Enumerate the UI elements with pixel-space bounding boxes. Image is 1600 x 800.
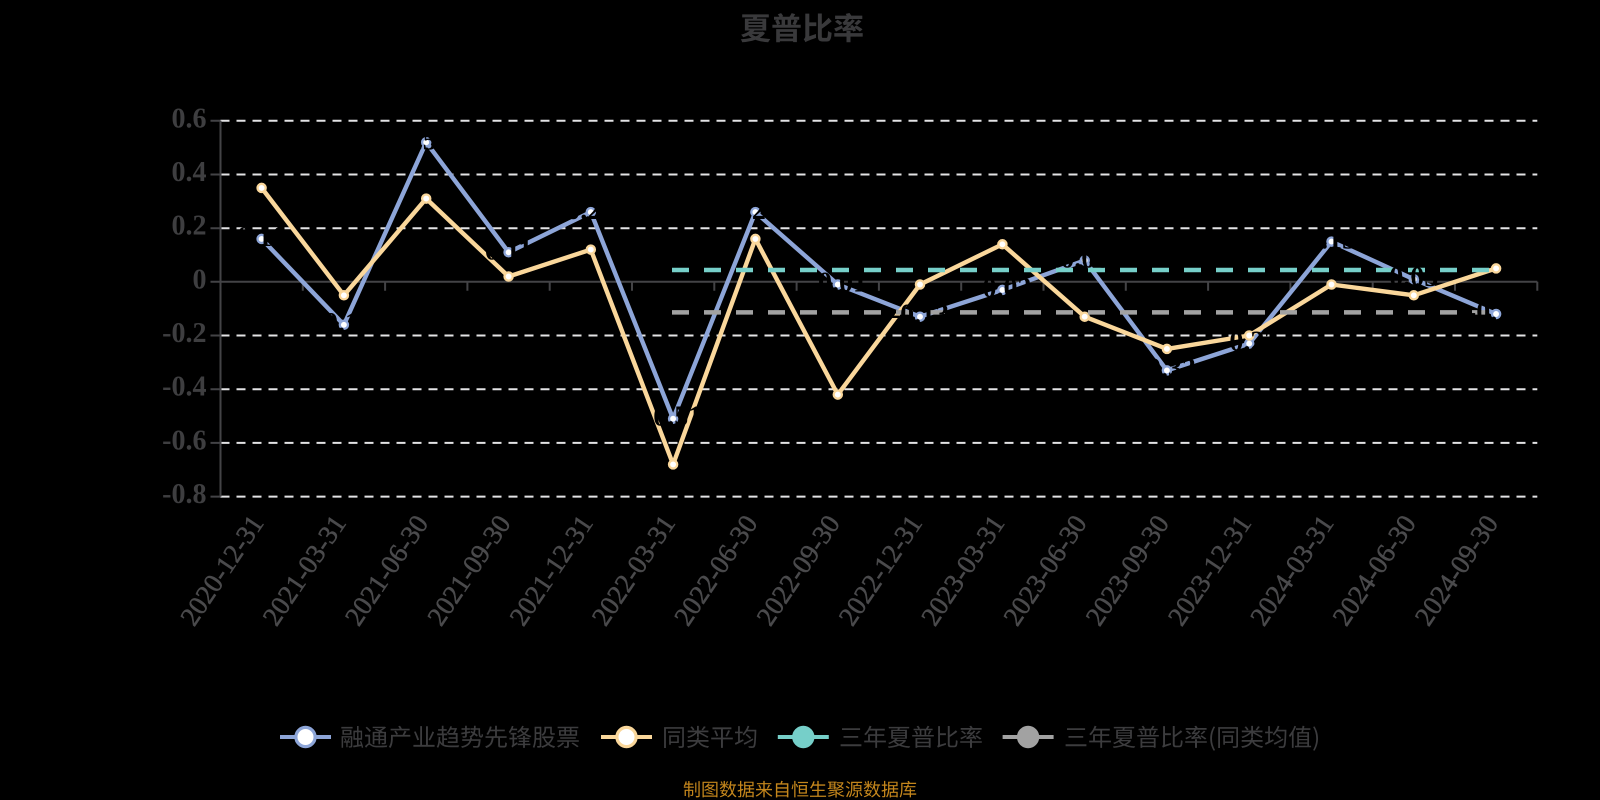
svg-text:0.16: 0.16 [237,222,286,253]
svg-text:0.15: 0.15 [1307,225,1356,256]
svg-text:0.6: 0.6 [172,103,207,134]
svg-text:-0.13: -0.13 [891,300,949,331]
svg-text:-0.51: -0.51 [644,402,702,433]
svg-text:0.26: 0.26 [731,195,780,226]
svg-text:-0.2: -0.2 [162,318,206,349]
svg-text:0.26: 0.26 [566,195,615,226]
svg-text:0.4: 0.4 [172,157,207,188]
svg-text:-0.4: -0.4 [162,372,206,403]
svg-text:0.11: 0.11 [485,235,532,266]
svg-text:-0.23: -0.23 [1220,327,1278,358]
svg-text:-0.6: -0.6 [162,425,206,456]
svg-text:-0.33: -0.33 [1138,353,1196,384]
svg-text:-0.03: -0.03 [973,273,1031,304]
svg-text:0.05: 0.05 [1389,262,1438,293]
svg-text:0: 0 [193,264,207,295]
svg-text:0.2: 0.2 [172,211,207,242]
svg-text:-0.8: -0.8 [162,479,206,510]
svg-text:-0.16: -0.16 [315,308,373,339]
svg-text:0.08: 0.08 [1060,243,1109,274]
svg-text:-0.01: -0.01 [809,268,867,299]
svg-text:-0.12: -0.12 [1467,297,1525,328]
svg-text:0.52: 0.52 [402,125,451,156]
